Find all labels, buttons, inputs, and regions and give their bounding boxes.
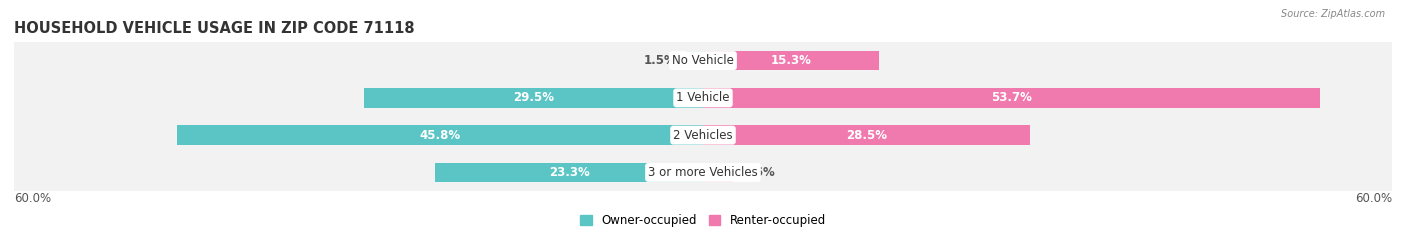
- Bar: [686, 51, 703, 70]
- Text: 15.3%: 15.3%: [770, 54, 811, 67]
- Bar: [436, 163, 703, 182]
- Text: 29.5%: 29.5%: [513, 91, 554, 104]
- Text: 2 Vehicles: 2 Vehicles: [673, 129, 733, 142]
- Text: 45.8%: 45.8%: [419, 129, 461, 142]
- Text: HOUSEHOLD VEHICLE USAGE IN ZIP CODE 71118: HOUSEHOLD VEHICLE USAGE IN ZIP CODE 7111…: [14, 21, 415, 36]
- Bar: [703, 88, 1320, 108]
- Text: Source: ZipAtlas.com: Source: ZipAtlas.com: [1281, 9, 1385, 19]
- Text: 28.5%: 28.5%: [846, 129, 887, 142]
- Text: 3 or more Vehicles: 3 or more Vehicles: [648, 166, 758, 179]
- Text: 53.7%: 53.7%: [991, 91, 1032, 104]
- Bar: [703, 51, 879, 70]
- Bar: [14, 79, 1392, 116]
- Text: 23.3%: 23.3%: [548, 166, 589, 179]
- Text: 1 Vehicle: 1 Vehicle: [676, 91, 730, 104]
- Text: 60.0%: 60.0%: [14, 192, 51, 205]
- Bar: [14, 116, 1392, 154]
- Text: 60.0%: 60.0%: [1355, 192, 1392, 205]
- Bar: [177, 125, 703, 145]
- Text: 1.5%: 1.5%: [644, 54, 676, 67]
- Bar: [14, 154, 1392, 191]
- Text: 2.6%: 2.6%: [742, 166, 775, 179]
- Bar: [703, 125, 1031, 145]
- Bar: [14, 42, 1392, 79]
- Bar: [703, 163, 733, 182]
- Legend: Owner-occupied, Renter-occupied: Owner-occupied, Renter-occupied: [579, 214, 827, 227]
- Text: No Vehicle: No Vehicle: [672, 54, 734, 67]
- Bar: [364, 88, 703, 108]
